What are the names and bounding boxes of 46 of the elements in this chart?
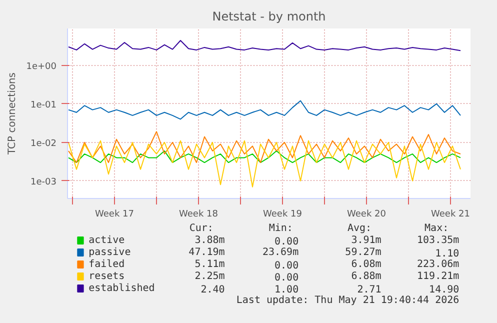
y-tick-label: 1e-02 [30, 138, 57, 149]
x-tick-label: Week 18 [179, 210, 218, 220]
line-series [68, 140, 461, 188]
text: 0.00 [274, 272, 299, 284]
text: 5.11m [194, 259, 225, 270]
text: Max: [424, 223, 449, 234]
x-tick-label: Week 20 [347, 210, 386, 220]
text: 1.10 [435, 248, 460, 260]
x-tick-label: Week 17 [95, 210, 134, 220]
text: 2.40 [200, 284, 225, 296]
text: 223.06m [417, 259, 460, 270]
text: 3.91m [351, 235, 382, 246]
text: Avg: [347, 223, 372, 234]
chart-title: Netstat - by month [212, 10, 326, 24]
line-series [68, 150, 461, 164]
legend-label: resets [88, 271, 125, 282]
y-tick-label: 1e-01 [30, 100, 57, 110]
text: 103.35m [417, 235, 460, 246]
text: Cur: [189, 223, 214, 234]
line-series [68, 40, 461, 52]
legend-label: failed [88, 259, 125, 270]
text: 119.21m [417, 271, 460, 282]
text: 6.08m [351, 259, 382, 270]
x-tick-label: Week 19 [263, 210, 302, 220]
text: 2.25m [194, 271, 225, 282]
line-series [68, 100, 461, 120]
text: 3.88m [194, 235, 225, 246]
y-axis-title: TCP connections [7, 72, 18, 156]
y-tick-label: 1e+00 [26, 62, 57, 72]
text: 2.71 [357, 284, 382, 296]
text: 1.00 [274, 284, 299, 296]
text: 6.88m [351, 271, 382, 282]
text: Min: [268, 223, 293, 234]
x-tick-label: Week 21 [431, 210, 470, 220]
text: 59.27m [345, 247, 382, 258]
legend-label: active [88, 235, 125, 246]
text: 23.69m [262, 247, 299, 258]
text: Last update: Thu May 21 19:40:44 2026 [236, 295, 460, 306]
text: 0.00 [274, 236, 299, 248]
legend-label: passive [88, 247, 131, 258]
text: 0.00 [274, 260, 299, 272]
text: 14.90 [429, 284, 460, 296]
y-tick-label: 1e-03 [30, 177, 57, 188]
legend-label: established [88, 283, 155, 294]
line-series [68, 131, 461, 164]
text: 47.19m [188, 247, 225, 258]
